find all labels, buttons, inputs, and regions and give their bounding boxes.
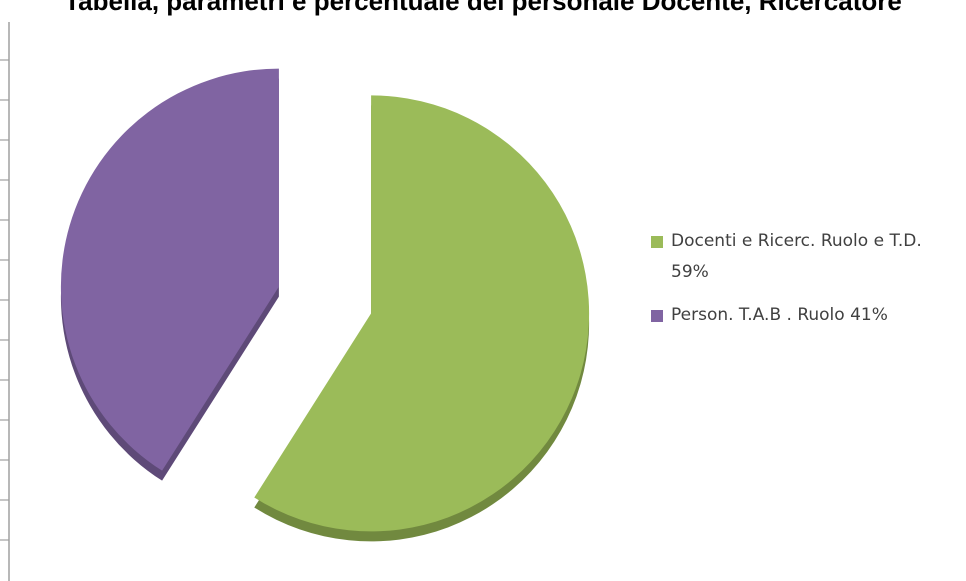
legend-swatch-docenti xyxy=(651,236,663,248)
chart-title: Tabella, parametri e percentuale del per… xyxy=(64,0,902,16)
legend-label-personale: Person. T.A.B . Ruolo 41% xyxy=(671,305,888,325)
legend-label-docenti: Docenti e Ricerc. Ruolo e T.D. 59% xyxy=(671,231,922,282)
pie xyxy=(60,68,590,542)
legend-swatch-personale xyxy=(651,310,663,322)
pie-slice-top xyxy=(254,95,590,532)
legend-item-personale: Person. T.A.B . Ruolo 41% xyxy=(651,300,956,331)
legend-item-docenti: Docenti e Ricerc. Ruolo e T.D. 59% xyxy=(651,226,956,288)
pie-slice-2 xyxy=(60,68,279,481)
legend: Docenti e Ricerc. Ruolo e T.D. 59% Perso… xyxy=(651,226,956,343)
pie-slice-1 xyxy=(254,95,590,542)
left-axis-ticks xyxy=(0,59,9,541)
pie-slice-top xyxy=(60,68,279,471)
